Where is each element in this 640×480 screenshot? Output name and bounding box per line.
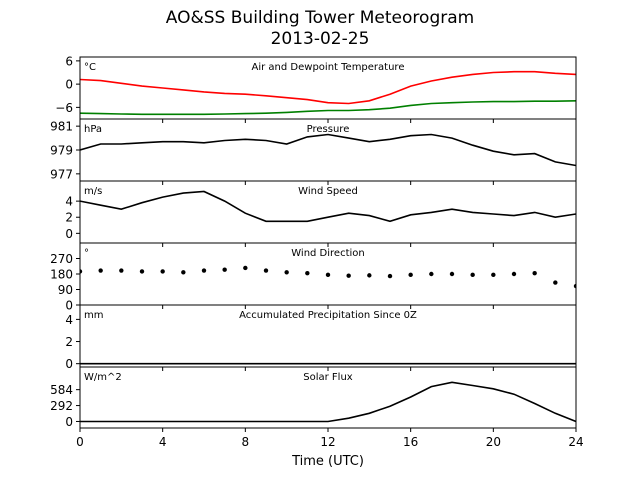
y-tick-label: 0 (65, 78, 73, 92)
figure-title: AO&SS Building Tower Meteorogram (165, 8, 475, 28)
y-tick-label: 981 (50, 120, 73, 134)
y-tick-label: 2 (65, 335, 73, 349)
data-point (449, 271, 455, 277)
data-point (470, 272, 475, 278)
data-point (160, 269, 165, 274)
y-tick-label: 270 (50, 252, 73, 266)
data-point (284, 270, 289, 275)
data-point (201, 268, 207, 273)
panel-unit-label: m/s (84, 186, 102, 197)
x-tick-label: 4 (159, 435, 167, 449)
data-point (491, 272, 496, 278)
data-point (387, 273, 393, 279)
x-tick-label: 12 (320, 435, 335, 449)
data-point (119, 268, 124, 273)
y-tick-label: 0 (65, 357, 73, 371)
data-point (80, 269, 83, 274)
panel-title: Pressure (307, 124, 350, 135)
panel-title: Accumulated Precipitation Since 0Z (239, 310, 417, 321)
y-tick-label: 90 (58, 283, 73, 297)
y-tick-label: 2 (65, 211, 73, 225)
data-point (346, 273, 351, 278)
data-point (429, 271, 434, 277)
panel-unit-label: °C (84, 62, 96, 73)
data-point (263, 268, 269, 273)
figure-date: 2013-02-25 (270, 29, 370, 49)
y-tick-label: 584 (50, 383, 73, 397)
panel-title: Solar Flux (303, 372, 353, 383)
data-point (511, 271, 517, 277)
x-tick-label: 0 (76, 435, 84, 449)
series-line-1 (80, 190, 576, 223)
data-point (139, 269, 145, 274)
data-point (222, 267, 227, 272)
x-axis-label: Time (UTC) (291, 454, 364, 469)
y-tick-label: 180 (50, 268, 73, 282)
panel-unit-label: mm (84, 310, 103, 321)
y-tick-label: 0 (65, 227, 73, 241)
data-point (573, 283, 576, 289)
y-tick-label: 979 (50, 144, 73, 158)
x-tick-label: 8 (242, 435, 250, 449)
data-point (325, 272, 331, 278)
panel-title: Air and Dewpoint Temperature (252, 62, 405, 73)
series-points (80, 265, 576, 289)
series-line-2 (80, 100, 576, 116)
data-point (305, 270, 310, 276)
data-point (367, 273, 372, 278)
data-point (181, 270, 186, 275)
x-tick-label: 20 (486, 435, 501, 449)
y-tick-label: 4 (65, 195, 73, 209)
panel-title: Wind Speed (298, 186, 358, 197)
data-point (532, 270, 537, 276)
series-line-1 (80, 133, 576, 167)
data-point (408, 272, 413, 278)
data-point (98, 268, 103, 273)
y-tick-label: 292 (50, 399, 73, 413)
data-point (243, 265, 248, 271)
data-point (553, 280, 558, 285)
y-tick-label: 977 (50, 167, 73, 181)
y-tick-label: 4 (65, 313, 73, 327)
x-tick-label: 16 (403, 435, 418, 449)
y-tick-label: 6 (65, 54, 73, 68)
y-tick-label: 0 (65, 299, 73, 313)
panel-unit-label: W/m^2 (84, 372, 122, 383)
y-tick-label: −6 (55, 101, 73, 115)
x-tick-label: 24 (568, 435, 583, 449)
series-line-1 (80, 70, 576, 105)
panel-unit-label: hPa (84, 124, 102, 135)
series-line-1 (80, 381, 576, 423)
panel-title: Wind Direction (291, 248, 365, 259)
y-tick-label: 0 (65, 415, 73, 429)
panel-unit-label: ° (84, 248, 89, 259)
